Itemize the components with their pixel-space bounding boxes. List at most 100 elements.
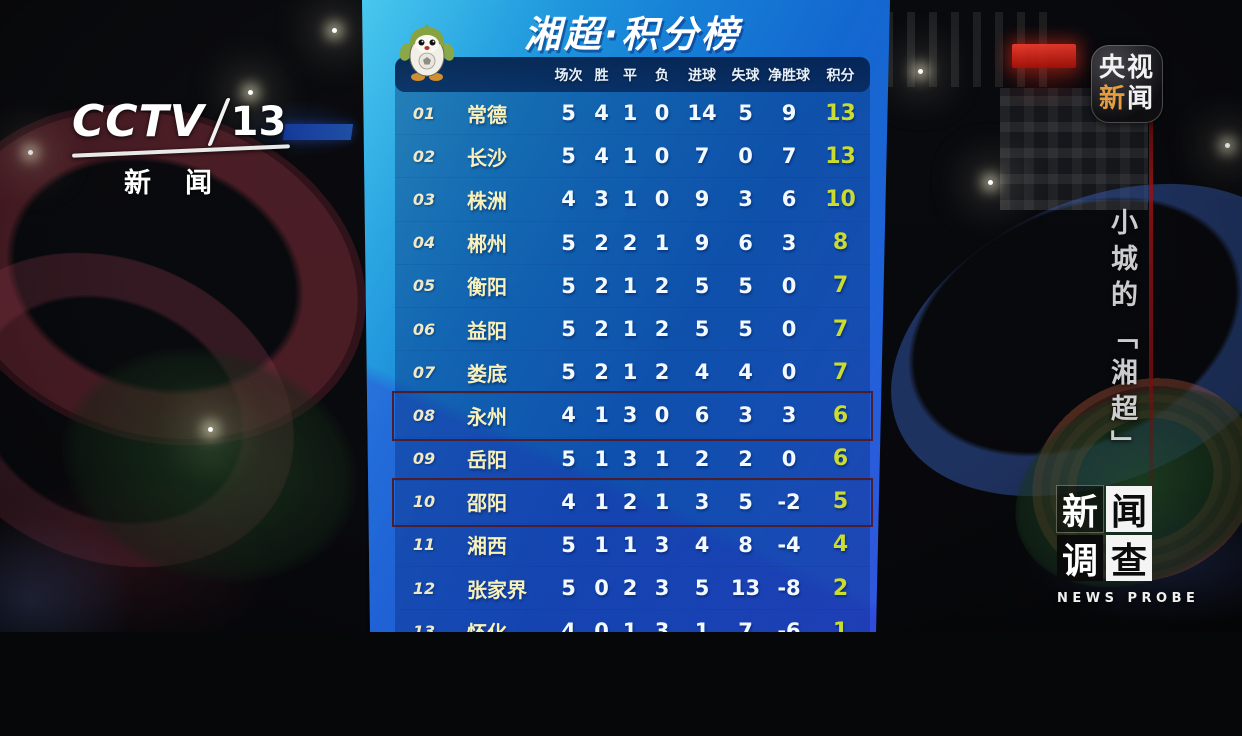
points-cell: 7 [832, 273, 849, 299]
points-cell: 7 [832, 359, 849, 385]
col-goals-against: 失球 [731, 67, 760, 84]
played-cell: 4 [561, 619, 576, 644]
goals-against-cell: 0 [738, 144, 753, 169]
goals-for-cell: 9 [694, 230, 710, 255]
table-row: 13 怀化 4 0 1 3 1 7 -6 1 [395, 610, 870, 645]
played-cell: 4 [561, 403, 576, 428]
team-cell: 怀化 [467, 620, 507, 645]
rank-cell: 12 [412, 578, 436, 598]
goals-against-cell: 6 [738, 230, 753, 255]
wins-cell: 3 [594, 187, 609, 212]
table-row: 03 株洲 4 3 1 0 9 3 6 10 [395, 178, 870, 222]
floodlight-glow [332, 28, 337, 33]
team-cell: 常德 [467, 102, 507, 127]
goal-diff-cell: 9 [781, 101, 797, 126]
draws-cell: 2 [622, 489, 638, 514]
wins-cell: 4 [594, 101, 609, 126]
col-goals-for: 进球 [688, 67, 716, 84]
side-caption-bracketed: 「湘超」 [1106, 322, 1137, 466]
goals-against-cell: 5 [738, 273, 753, 298]
table-row: 06 益阳 5 2 1 2 5 5 0 7 [395, 308, 870, 352]
news-probe-program-logo: 新 闻 调 查 NEWS PROBE [1057, 486, 1199, 606]
goals-against-cell: 13 [730, 576, 761, 601]
rank-cell: 04 [412, 233, 436, 253]
logo-char-1: 新 [1057, 486, 1103, 533]
cctv-slash [206, 97, 231, 146]
points-cell: 4 [832, 532, 849, 558]
draws-cell: 1 [622, 273, 638, 298]
points-cell: 6 [832, 402, 849, 428]
side-caption: 小城的「湘超」 [1102, 208, 1141, 466]
table-row: 05 衡阳 5 2 1 2 5 5 0 7 [395, 265, 870, 308]
floodlight-glow [208, 427, 213, 432]
team-cell: 长沙 [467, 145, 507, 170]
goals-for-cell: 4 [694, 360, 710, 385]
table-row: 04 郴州 5 2 2 1 9 6 3 8 [395, 222, 870, 265]
losses-cell: 1 [654, 489, 670, 514]
goals-against-cell: 4 [738, 360, 753, 385]
logo-char-4: 查 [1106, 535, 1152, 582]
floodlight-glow [28, 150, 33, 155]
losses-cell: 0 [654, 101, 670, 126]
logo-char-3: 调 [1057, 535, 1103, 582]
draws-cell: 1 [622, 101, 638, 126]
played-cell: 5 [561, 360, 576, 385]
rank-cell: 07 [412, 362, 436, 382]
goals-against-cell: 8 [738, 532, 753, 557]
team-cell: 湘西 [467, 534, 507, 559]
standings-table: 场次 胜 平 负 进球 失球 净胜球 积分 01 常德 5 4 1 0 14 5… [392, 57, 873, 632]
table-row: 10 邵阳 4 1 2 1 3 5 -2 5 [392, 477, 873, 527]
wins-cell: 1 [594, 532, 609, 557]
draws-cell: 1 [622, 532, 638, 557]
losses-cell: 2 [654, 360, 670, 385]
goal-diff-cell: 6 [781, 187, 797, 212]
team-cell: 衡阳 [467, 275, 507, 300]
red-neon-sign [1012, 44, 1076, 68]
standings-rows: 01 常德 5 4 1 0 14 5 9 13 02 长沙 5 4 1 0 7 … [392, 92, 873, 645]
points-cell: 1 [832, 618, 849, 644]
rank-cell: 13 [412, 621, 436, 641]
news-probe-grid: 新 闻 调 查 [1057, 486, 1199, 582]
points-cell: 8 [832, 230, 849, 256]
team-cell: 张家界 [467, 577, 527, 602]
rank-cell: 09 [412, 449, 436, 469]
goals-for-cell: 14 [687, 101, 717, 126]
goal-diff-cell: -4 [777, 532, 801, 557]
team-cell: 岳阳 [467, 448, 507, 473]
draws-cell: 3 [622, 403, 638, 428]
draws-cell: 2 [622, 230, 638, 255]
goals-for-cell: 7 [694, 144, 710, 169]
rank-cell: 06 [412, 319, 436, 339]
losses-cell: 0 [654, 144, 670, 169]
floodlight-glow [248, 90, 253, 95]
table-row: 12 张家界 5 0 2 3 5 13 -8 2 [395, 567, 870, 611]
watermark-line1: 央视 [1098, 53, 1155, 83]
wins-cell: 2 [594, 360, 609, 385]
wins-cell: 1 [594, 489, 609, 514]
floodlight-glow [918, 69, 923, 74]
cctv13-channel-logo: CCTV 13 新闻 [72, 96, 290, 200]
goal-diff-cell: 7 [781, 144, 797, 169]
played-cell: 5 [561, 144, 576, 169]
goal-diff-cell: -8 [777, 576, 801, 601]
team-cell: 邵阳 [467, 491, 507, 516]
played-cell: 5 [561, 273, 576, 298]
team-cell: 郴州 [467, 232, 507, 257]
cctv-caption: 新闻 [124, 168, 246, 199]
goals-against-cell: 5 [738, 489, 753, 514]
standings-panel: 湘超·积分榜 场次 胜 平 负 进球 失球 净胜球 积分 01 [362, 0, 890, 632]
cctv-wordmark: CCTV [72, 96, 205, 147]
draws-cell: 2 [622, 576, 638, 601]
goals-for-cell: 3 [694, 489, 710, 514]
col-losses: 负 [655, 67, 669, 84]
points-cell: 13 [825, 100, 856, 126]
wins-cell: 1 [594, 446, 609, 471]
table-row: 07 娄底 5 2 1 2 4 4 0 7 [395, 351, 870, 395]
rank-cell: 10 [412, 492, 436, 512]
goal-diff-cell: 0 [781, 317, 797, 342]
played-cell: 5 [561, 532, 576, 557]
losses-cell: 0 [654, 187, 670, 212]
rank-cell: 05 [412, 276, 436, 296]
draws-cell: 1 [622, 144, 638, 169]
wins-cell: 0 [594, 576, 609, 601]
